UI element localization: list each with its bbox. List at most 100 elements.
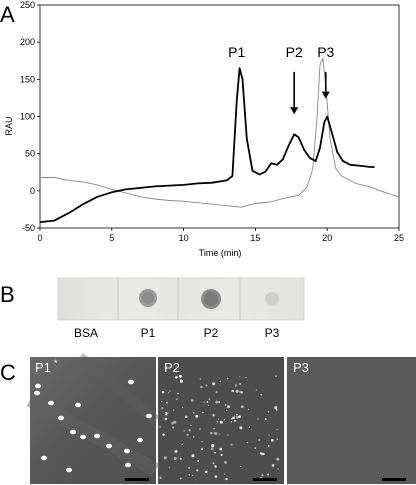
chart-annotations: P1 P2 P3 xyxy=(228,44,335,115)
x-tick-label: 20 xyxy=(322,233,332,243)
blot-lane-p2: P2 xyxy=(204,326,219,340)
micrograph-p3-image xyxy=(287,357,416,484)
micrograph-particle xyxy=(212,462,215,465)
micrograph-particle xyxy=(224,404,227,406)
micrograph-particle xyxy=(208,398,211,401)
micrograph-particle xyxy=(193,436,195,438)
micrograph-particle xyxy=(196,469,199,472)
micrograph-particle xyxy=(223,419,226,421)
micrograph-p2-image xyxy=(158,357,284,484)
micrograph-particle xyxy=(168,467,170,469)
micrograph-p1-particles xyxy=(34,379,152,473)
micrograph-particle xyxy=(211,444,215,448)
peak-label: P1 xyxy=(228,44,245,60)
chart-series xyxy=(39,58,400,223)
micrograph-particle xyxy=(179,379,184,383)
micrograph-particle xyxy=(146,413,152,419)
scale-bar xyxy=(125,478,149,481)
micrograph-particle xyxy=(48,400,54,406)
y-tick-label: 100 xyxy=(20,112,35,122)
micrograph-particle xyxy=(186,433,189,436)
micrograph-particle xyxy=(159,425,161,428)
micrograph-particle xyxy=(261,474,264,477)
micrograph-particle xyxy=(203,401,205,403)
micrograph-particle xyxy=(210,447,214,451)
micrograph-particle xyxy=(191,474,194,477)
micrograph-particle xyxy=(234,419,237,422)
micrograph-particle xyxy=(238,415,241,419)
micrograph-particle xyxy=(213,432,215,434)
micrograph-particle xyxy=(240,405,244,409)
micrograph-particle xyxy=(188,429,191,432)
micrograph-particle xyxy=(264,418,267,421)
micrograph-particle xyxy=(215,391,218,394)
peak-label: P3 xyxy=(317,44,334,60)
micrograph-p1-image xyxy=(30,357,156,484)
micrograph-particle xyxy=(230,421,233,423)
micrograph-particle xyxy=(205,384,208,387)
micrograph-particle xyxy=(275,375,277,378)
micrograph-particle xyxy=(276,457,280,461)
micrograph-particle xyxy=(75,402,81,408)
micrograph-particle xyxy=(239,376,241,378)
micrograph-particle xyxy=(214,451,216,454)
micrograph-particle xyxy=(124,448,130,454)
plot-frame xyxy=(39,4,400,229)
micrograph-particle xyxy=(277,468,279,470)
micrograph-particle xyxy=(213,464,216,467)
micrograph-particle xyxy=(182,407,184,409)
micrograph-p1-label: P1 xyxy=(35,360,51,375)
micrograph-particle xyxy=(224,460,227,464)
micrograph-particle xyxy=(267,411,270,413)
micrograph-particle xyxy=(248,426,251,428)
micrograph-particle xyxy=(219,433,221,435)
y-tick-label: 50 xyxy=(25,149,35,159)
micrograph-particle xyxy=(188,473,191,476)
micrograph-particle xyxy=(239,465,242,468)
micrograph-particle xyxy=(161,407,164,410)
micrograph-particle xyxy=(169,390,171,392)
micrograph-particle xyxy=(271,464,275,467)
micrograph-particle xyxy=(171,421,174,425)
micrograph-particle xyxy=(175,398,178,401)
micrograph-particle xyxy=(41,455,47,461)
micrograph-particle xyxy=(230,443,233,446)
micrograph-particle xyxy=(255,389,258,391)
micrograph-particle xyxy=(195,414,199,418)
panel-label-c: C xyxy=(0,360,16,385)
micrograph-particle xyxy=(218,401,221,404)
micrograph-particle xyxy=(276,428,278,431)
micrograph-p1-streak xyxy=(26,393,160,477)
micrograph-particle xyxy=(226,409,228,412)
micrograph-particle xyxy=(173,457,177,460)
x-axis-label: Time (min) xyxy=(199,248,242,258)
micrograph-particle xyxy=(159,476,162,479)
micrograph-particle xyxy=(260,393,263,396)
micrograph-particle xyxy=(236,413,238,416)
micrograph-particle xyxy=(206,401,209,403)
x-tick-label: 5 xyxy=(109,233,114,243)
micrograph-particle xyxy=(247,408,249,410)
y-axis-label: RAU xyxy=(4,116,14,135)
micrograph-particle xyxy=(180,379,182,381)
micrograph-particle xyxy=(80,434,86,440)
micrograph-particle xyxy=(167,412,169,414)
x-tick-label: 10 xyxy=(179,233,189,243)
micrograph-particle xyxy=(165,401,168,404)
micrograph-particle xyxy=(173,420,177,424)
micrograph-particle xyxy=(216,420,219,423)
micrograph-particle xyxy=(161,390,165,394)
micrograph-particle xyxy=(35,383,41,389)
micrograph-particle xyxy=(219,447,223,451)
micrograph-particle xyxy=(202,411,204,413)
micrograph-p1: P1 * xyxy=(26,353,160,484)
micrograph-particle xyxy=(219,420,223,424)
micrograph-particle xyxy=(173,409,175,411)
micrograph-particle xyxy=(197,459,200,463)
micrograph-particle xyxy=(274,406,278,410)
micrograph-particle xyxy=(268,434,270,436)
micrograph-particle xyxy=(183,430,186,432)
micrograph-particle xyxy=(233,415,235,417)
micrograph-particle xyxy=(235,384,238,386)
